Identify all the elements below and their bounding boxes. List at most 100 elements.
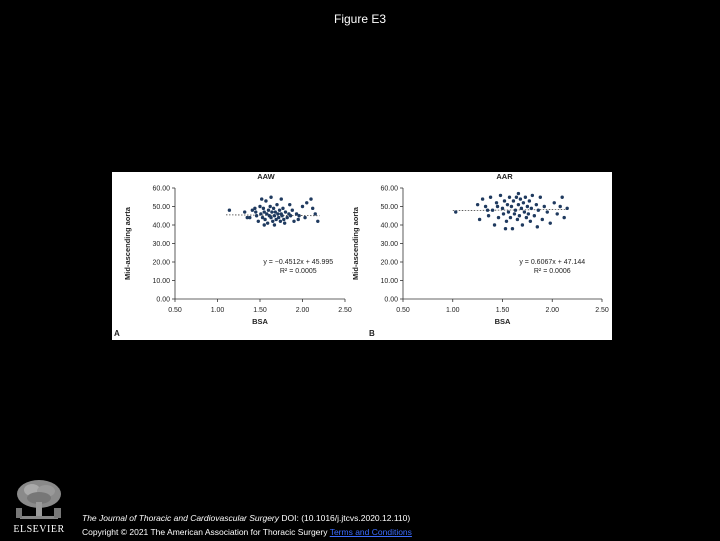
panel-b-data-point [542, 204, 546, 209]
panel-b-trendline [452, 208, 568, 212]
panel-b-data-point [528, 219, 533, 223]
panel-a-trendline [225, 214, 320, 217]
panel-a-data-point [262, 223, 266, 227]
terms-link[interactable]: Terms and Conditions [329, 527, 412, 537]
panel-b-data-point [522, 210, 527, 214]
panel-a-data-point [259, 212, 263, 216]
panel-b-equation: y = 0.6067x + 47.144 [519, 259, 585, 266]
panel-a-data-point [282, 221, 287, 225]
panel-a-data-point [268, 204, 272, 209]
panel-a-data-point [254, 214, 259, 218]
panel-b-data-point [495, 204, 500, 209]
panel-a-x-tick-label: 2.00 [296, 307, 310, 314]
panel-a-data-point [245, 215, 249, 220]
panel-b-data-point [558, 204, 562, 209]
panel-b-r-squared: R² = 0.0006 [534, 268, 571, 275]
panel-a-data-point [290, 208, 294, 212]
panel-b-data-point [505, 202, 510, 207]
panel-a-data-point [260, 215, 265, 220]
panel-b-data-point [535, 225, 540, 229]
panel-a-data-point [248, 215, 252, 220]
panel-b-y-tick-label: 30.00 [380, 241, 398, 248]
panel-a-data-point [276, 212, 280, 216]
panel-a-data-point [264, 199, 268, 203]
panel-a-data-point [253, 206, 257, 211]
panel-a-data-point [311, 206, 315, 211]
panel-b-data-point [530, 193, 535, 198]
panel-a-data-point [297, 214, 301, 218]
panel-b-y-tick-label: 60.00 [380, 186, 398, 193]
panel-a-data-point [272, 214, 277, 218]
panel-b-data-point [506, 210, 511, 214]
scatter-charts: 0.00 10.00 20.00 30.00 40.00 50.00 60.00 0.50 1.… [114, 172, 609, 338]
panel-a-data-point [258, 204, 262, 209]
panel-b-data-point [529, 206, 534, 211]
panel-b-data-point [555, 212, 559, 216]
panel-a-x-tick-label: 2.50 [338, 307, 352, 314]
panel-a-y-tick-label: 30.00 [152, 241, 170, 248]
panel-a-y-tick-label: 50.00 [152, 204, 170, 211]
panel-a-x-label: BSA [252, 317, 268, 326]
panel-a-data-point [294, 212, 299, 216]
panel-a-data-point [303, 215, 307, 220]
panel-b-panel-letter: B [369, 329, 375, 338]
panel-a-data-point [288, 202, 292, 207]
panel-a-x-tick-label: 1.50 [253, 307, 267, 314]
panel-a-y-tick-label: 10.00 [152, 278, 170, 285]
panel-b-y-tick-label: 40.00 [380, 223, 398, 230]
panel-b-data-point [523, 195, 528, 199]
panel-a-data-point [280, 214, 284, 218]
panel-b-data-point [518, 197, 523, 201]
panel-b-x-tick-label: 2.50 [595, 307, 609, 314]
panel-a-data-point [285, 215, 289, 220]
panel-a-equation: y = −0.4512x + 45.995 [263, 259, 333, 266]
panel-a-data-point [279, 197, 283, 201]
panel-b-data-point [536, 208, 541, 212]
panel-a-data-point [260, 197, 264, 201]
panel-a-data-point [250, 208, 255, 212]
panel-b-y-tick-label: 0.00 [384, 297, 398, 304]
panel-a-data-point [254, 210, 258, 214]
panel-a-data-point [288, 214, 293, 218]
panel-b-data-point [508, 215, 513, 220]
doi-text: DOI: (10.1016/j.jtcvs.2020.12.110) [279, 513, 411, 523]
panel-a-data-point [269, 215, 273, 220]
panel-a-data-point [277, 215, 281, 220]
panel-b-data-point [538, 195, 543, 199]
panel-b-data-point [494, 201, 499, 205]
panel-a-data-point [227, 208, 232, 212]
panel-a-data-point [305, 201, 309, 205]
panel-a-data-point [265, 221, 270, 225]
panel-b-data-point [562, 215, 566, 220]
panel-b-data-point [515, 217, 520, 222]
panel-b-data-point [565, 206, 569, 211]
panel-a-y-label: Mid-ascending aorta [123, 206, 132, 280]
panel-b-data-point [454, 210, 458, 214]
panel-a-data-point [278, 219, 283, 223]
panel-a-data-point [296, 217, 300, 222]
panel-b-data-point [521, 201, 526, 205]
panel-b-data-point [524, 215, 529, 220]
panel-a-data-point [272, 223, 277, 227]
panel-b-data-point [512, 212, 517, 216]
figure-title: Figure E3 [333, 12, 387, 26]
panel-b-data-point [496, 215, 501, 220]
panel-b-y-tick-label: 50.00 [380, 204, 398, 211]
panel-b-data-point [514, 195, 519, 199]
panel-b-data-point [483, 204, 488, 209]
panel-a-data-point [256, 219, 260, 223]
panel-b-data-point [552, 201, 556, 205]
panel-b-data-point [526, 212, 531, 216]
elsevier-logo [8, 478, 70, 536]
panel-a-data-point [243, 210, 247, 214]
panel-b-data-point [485, 208, 490, 212]
panel-a-data-point [275, 202, 279, 207]
copyright-line: Copyright © 2021 The American Associatio… [82, 527, 412, 537]
panel-a-data-point [262, 210, 266, 214]
panel-b-data-point [490, 208, 495, 212]
panel-b-data-point [502, 199, 507, 203]
panel-a-x-tick-label: 0.50 [168, 307, 182, 314]
panel-b-data-point [540, 217, 544, 222]
panel-b-data-point [486, 214, 491, 218]
panel-b-data-point [520, 223, 525, 227]
